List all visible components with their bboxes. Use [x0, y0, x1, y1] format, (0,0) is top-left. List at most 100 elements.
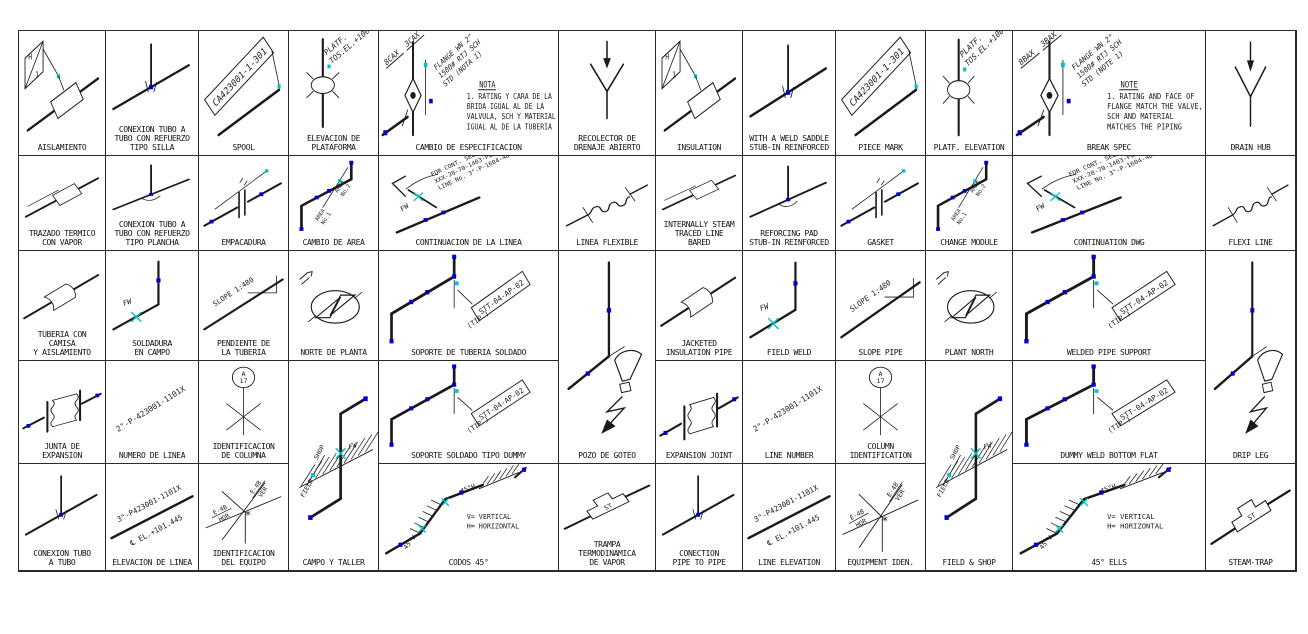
legend-cell-steam-traced: INTERNALLY STEAM TRACED LINE BARED	[656, 156, 743, 251]
jacketed-symbol	[656, 251, 742, 340]
legend-cell-expansion-joint: EXPANSION JOINT	[656, 361, 743, 464]
legend-cell-break-spec: 8BAX 3BAX FLANGE WN 2" 1500# RTJ SCH STD (NO…	[1013, 31, 1206, 156]
svg-text:1. RATING AND FACE OF: 1. RATING AND FACE OF	[1107, 91, 1195, 101]
legend-cell-field-shop: FW SHOP FIELD FIELD & SHOP	[926, 361, 1013, 571]
legend-cell-numero-linea: 2"-P-423001-1101X NUMERO DE LINEA	[106, 361, 199, 464]
cell-label: SOPORTE DE TUBERIA SOLDADO	[411, 348, 526, 358]
columnid-symbol: A 17	[199, 361, 288, 443]
svg-text:H= HORIZONTAL: H= HORIZONTAL	[1107, 522, 1163, 531]
legend-cell-equipment-iden: * E-4B HOR E-4B VER EQUIPMENT IDEN.	[836, 464, 926, 571]
support-symbol: STT-04-AP-02 (TIP.)	[379, 251, 558, 349]
cell-label: TRAMPA TERMODINAMICA DE VAPOR	[578, 540, 636, 568]
cell-label: STEAM-TRAP	[1228, 558, 1273, 568]
legend-cell-trampa-vapor: ST TRAMPA TERMODINAMICA DE VAPOR	[559, 464, 656, 571]
svg-text:17: 17	[239, 377, 247, 385]
legend-cell-drain-hub: DRAIN HUB	[1206, 31, 1296, 156]
platform-symbol: PLATF. TOS.EL.+100	[289, 31, 378, 135]
cell-label: CAMPO Y TALLER	[302, 558, 365, 568]
cell-label: EMPACADURA	[221, 238, 266, 248]
support-symbol: STT-04-AP-02 (TIP.)	[379, 361, 558, 452]
legend-cell-spool: CA423001-1-301 SPOOL	[199, 31, 289, 156]
cell-label: CONTINUATION DWG	[1073, 238, 1145, 248]
svg-text:*: *	[881, 513, 888, 527]
svg-text:1: 1	[672, 69, 676, 79]
svg-text:IGUAL AL DE LA TUBERIA: IGUAL AL DE LA TUBERIA	[467, 122, 553, 132]
lineelev-symbol-svg: 3"-P423001-1101X℄ EL.+101.445	[110, 483, 194, 548]
svg-text:FW: FW	[759, 301, 772, 313]
svg-text:FW: FW	[983, 441, 994, 452]
spool-symbol-svg: CA423001-1-301	[840, 36, 918, 137]
ells45-symbol: 45°V 45°H V= VERTICAL H= HORIZONTAL	[1013, 464, 1205, 559]
svg-text:45°H: 45°H	[459, 482, 476, 495]
cell-label: JACKETED INSULATION PIPE	[665, 339, 733, 358]
svg-text:FW: FW	[348, 441, 359, 452]
svg-text:V= VERTICAL: V= VERTICAL	[1107, 512, 1155, 521]
cell-label: CONEXION TUBO A TUBO	[33, 549, 91, 568]
svg-text:H: H	[28, 51, 32, 61]
teepad-symbol-svg	[749, 165, 827, 218]
cell-label: COLUMN IDENTIFICATION	[849, 442, 912, 461]
cell-label: ELEVACION DE PLATAFORMA	[307, 134, 360, 153]
columnid-symbol-svg: A17	[226, 366, 261, 436]
cell-label: SLOPE PIPE	[858, 348, 903, 358]
cell-label: WITH A WELD SADDLE STUB-IN REINFORCED	[749, 134, 829, 153]
drainhub-symbol-svg	[589, 40, 625, 120]
flexi-symbol	[559, 156, 655, 239]
cell-label: NUMERO DE LINEA	[118, 451, 186, 461]
flexi-symbol-svg	[1212, 184, 1289, 227]
support-symbol-svg: STT-04-AP-02(TIP.)	[1024, 254, 1176, 344]
traced-symbol-svg	[24, 177, 100, 218]
svg-text:FW: FW	[121, 296, 133, 307]
cell-label: ELEVACION DE LINEA	[112, 558, 192, 568]
cell-label: INSULATION	[676, 143, 722, 153]
svg-text:FW: FW	[399, 202, 412, 213]
teepad-symbol-svg	[112, 164, 190, 211]
equipmentid-symbol: * E-4B HOR E-4B VER	[836, 464, 925, 559]
cell-label: PIECE MARK	[858, 143, 903, 153]
svg-text:FIELD: FIELD	[299, 477, 315, 498]
svg-text:SCH AND MATERIAL: SCH AND MATERIAL	[1107, 112, 1174, 122]
svg-text:SHOP: SHOP	[949, 444, 962, 462]
legend-cell-pozo-goteo: POZO DE GOTEO	[559, 251, 656, 464]
legend-cell-continuacion: FW FOR CONT. SEE DWG. XXX-20-70-1403-PL-00…	[379, 156, 559, 251]
spool-symbol-svg: CA423001-1-301	[203, 36, 281, 137]
legend-cell-reforcing-pad: REFORCING PAD STUB-IN REINFORCED	[743, 156, 836, 251]
fieldweld-symbol: FW	[743, 251, 835, 349]
fieldweld-symbol: FW	[106, 251, 198, 340]
svg-text:SLOPE 1:480: SLOPE 1:480	[211, 275, 255, 308]
fieldshop-symbol-svg: FW SHOP FIELD	[935, 396, 1012, 520]
expansion-symbol	[656, 361, 742, 452]
svg-text:FIELD: FIELD	[936, 478, 951, 499]
jacketed-symbol	[19, 251, 105, 331]
fieldshop-symbol: FW SHOP FIELD	[289, 361, 378, 559]
cell-label: GASKET	[867, 238, 894, 248]
cell-label: SPOOL	[232, 143, 255, 153]
breakspec-symbol: 8CAX 3CAX FLANGE WN 2" 1500# RTJ SCH STD (NO…	[379, 31, 558, 144]
cell-label: REFORCING PAD STUB-IN REINFORCED	[749, 229, 829, 248]
spool-symbol: CA423001-1-301	[199, 31, 288, 144]
cell-label: IDENTIFICACION DEL EQUIPO	[212, 549, 275, 568]
svg-text:CA423001-1-301: CA423001-1-301	[212, 46, 269, 110]
svg-text:CA423001-1-301: CA423001-1-301	[849, 46, 906, 110]
legend-cell-column-ident: A 17 COLUMN IDENTIFICATION	[836, 361, 926, 464]
svg-text:NOTA: NOTA	[479, 80, 495, 90]
tee-symbol	[743, 31, 835, 135]
cell-label: AISLAMIENTO	[37, 143, 87, 153]
cell-label: LINE ELEVATION	[758, 558, 820, 568]
cell-label: POZO DE GOTEO	[578, 451, 636, 461]
tee-symbol-svg	[24, 475, 98, 536]
cell-label: CODOS 45°	[448, 558, 489, 568]
cell-label: DUMMY WELD BOTTOM FLAT	[1060, 451, 1158, 461]
cell-label: WELDED PIPE SUPPORT	[1067, 348, 1151, 358]
cell-label: CHANGE MODULE	[940, 238, 998, 248]
svg-text:45°H: 45°H	[1099, 482, 1117, 495]
legend-cell-steam-trap: ST STEAM-TRAP	[1206, 464, 1296, 571]
gasket-symbol	[836, 156, 925, 239]
svg-text:℄ EL.+101.445: ℄ EL.+101.445	[765, 513, 821, 549]
driptall-symbol-svg	[567, 261, 643, 434]
support-symbol: STT-04-AP-02 (TIP.)	[1013, 251, 1205, 349]
equipmentid-symbol: * E-4B HOR E-4B VER	[199, 464, 288, 550]
lineelev-symbol: 3"-P423001-1101X ℄ EL.+101.445	[743, 464, 835, 559]
svg-text:*: *	[244, 508, 251, 522]
